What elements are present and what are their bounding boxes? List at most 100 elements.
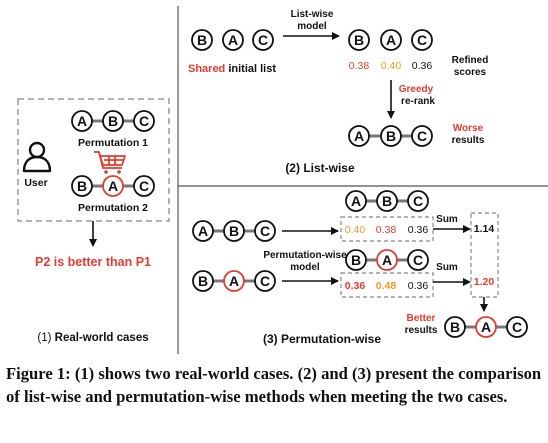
svg-text:A: A: [386, 32, 396, 48]
figure-caption: Figure 1: (1) shows two real-world cases…: [6, 364, 542, 406]
permutation-wise-model-label-1: Permutation-wise: [263, 250, 347, 261]
node-b: [223, 220, 245, 242]
node-c: [254, 220, 276, 242]
scores-box-p2: [340, 272, 434, 298]
permutation-1-label: Permutation 1: [78, 137, 148, 149]
p1-score-c: 0.36: [408, 224, 429, 236]
worse-results-label-1: Worse: [453, 123, 484, 134]
input-permutation-2: B A C: [192, 270, 276, 292]
node-b: [71, 175, 93, 197]
node-b: [192, 270, 214, 292]
user-label: User: [24, 177, 47, 189]
svg-text:A: A: [229, 273, 239, 289]
node-c: [407, 190, 429, 212]
output-permutation-1: A B C: [345, 190, 429, 212]
section-1-label: (1) Real-world cases: [37, 332, 148, 344]
greedy-rerank-label-1: Greedy: [399, 84, 434, 95]
node-b: [102, 110, 124, 132]
svg-text:B: B: [229, 223, 239, 239]
svg-text:A: A: [351, 193, 361, 209]
shopping-cart-icon: [94, 151, 126, 174]
p2-score-c: 0.36: [408, 280, 429, 292]
node-b: [380, 125, 402, 147]
scores-box-p1: [340, 216, 434, 242]
node-a: [348, 125, 370, 147]
conclusion-text: P2 is better than P1: [35, 255, 151, 269]
initial-list-label: Shared initial list: [188, 63, 276, 75]
section-2-label: (2) List-wise: [285, 161, 355, 175]
svg-text:B: B: [450, 319, 460, 335]
permutation-1-chain: A B C: [71, 110, 155, 132]
node-a-highlighted: [223, 270, 245, 292]
svg-text:C: C: [139, 178, 149, 194]
svg-text:A: A: [77, 113, 87, 129]
node-c: [506, 316, 528, 338]
output-permutation-2: B A C: [345, 249, 429, 271]
initial-list-chain: B A C: [191, 29, 274, 51]
refined-score-c: 0.36: [412, 60, 433, 72]
node-c: [407, 249, 429, 271]
svg-text:C: C: [258, 32, 268, 48]
input-permutation-1: A B C: [192, 220, 276, 242]
node-b: [444, 316, 466, 338]
refined-score-a: 0.40: [381, 60, 402, 72]
sum-label-1: Sum: [436, 214, 458, 225]
list-wise-model-label-2: model: [297, 21, 327, 32]
p2-score-b: 0.36: [345, 280, 366, 292]
greedy-rerank-label-2: re-rank: [401, 96, 435, 107]
svg-text:A: A: [354, 128, 364, 144]
node-c: [411, 125, 433, 147]
permutation-2-chain: B A C: [71, 175, 155, 197]
svg-text:A: A: [108, 178, 118, 194]
section-3-label: (3) Permutation-wise: [263, 332, 381, 346]
svg-text:B: B: [77, 178, 87, 194]
user-icon: [22, 141, 52, 173]
refined-list-chain: B A C: [348, 29, 433, 51]
node-c: [252, 29, 274, 51]
svg-text:B: B: [351, 252, 361, 268]
svg-text:B: B: [382, 193, 392, 209]
better-results-label-1: Better: [407, 313, 436, 324]
worse-results-label-2: results: [452, 135, 485, 146]
permutation-2-label: Permutation 2: [78, 202, 148, 214]
svg-text:C: C: [413, 193, 423, 209]
node-a-highlighted: [475, 316, 497, 338]
reranked-list-chain: A B C: [348, 125, 433, 147]
svg-text:A: A: [481, 319, 491, 335]
sum-value-p2: 1.20: [474, 276, 495, 288]
p1-score-b: 0.38: [376, 224, 397, 236]
node-a: [71, 110, 93, 132]
svg-text:C: C: [260, 223, 270, 239]
svg-text:C: C: [417, 128, 427, 144]
svg-text:C: C: [512, 319, 522, 335]
better-results-chain: B A C: [444, 316, 528, 338]
node-c: [133, 175, 155, 197]
node-a: [380, 29, 402, 51]
node-b: [376, 190, 398, 212]
real-world-box: [17, 98, 170, 222]
node-a: [192, 220, 214, 242]
sum-value-p1: 1.14: [474, 223, 495, 235]
svg-text:B: B: [198, 273, 208, 289]
p1-score-a: 0.40: [345, 224, 366, 236]
node-c: [133, 110, 155, 132]
svg-text:C: C: [139, 113, 149, 129]
svg-text:C: C: [413, 252, 423, 268]
better-results-label-2: results: [405, 325, 438, 336]
svg-text:A: A: [198, 223, 208, 239]
node-c: [411, 29, 433, 51]
node-a: [345, 190, 367, 212]
svg-text:A: A: [382, 252, 392, 268]
svg-text:B: B: [197, 32, 207, 48]
comparison-diagram: User A B C Permutation 1 B A C Permutati…: [17, 6, 548, 354]
sum-label-2: Sum: [436, 262, 458, 273]
svg-text:C: C: [417, 32, 427, 48]
svg-text:B: B: [386, 128, 396, 144]
refined-scores-label-1: Refined: [452, 55, 489, 66]
node-b: [345, 249, 367, 271]
svg-text:C: C: [260, 273, 270, 289]
permutation-wise-model-label-2: model: [290, 262, 320, 273]
node-a-highlighted: [376, 249, 398, 271]
refined-scores-label-2: scores: [454, 67, 487, 78]
svg-text:B: B: [108, 113, 118, 129]
